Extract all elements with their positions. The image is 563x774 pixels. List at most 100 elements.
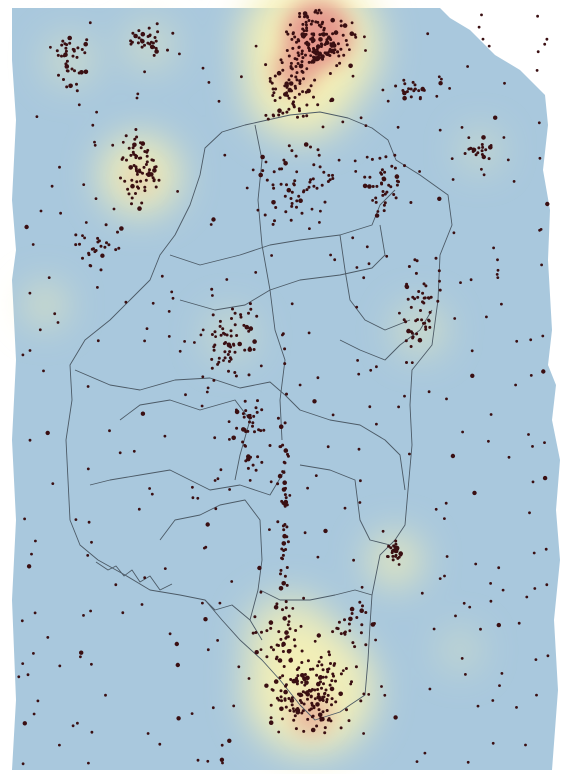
location-point (283, 194, 287, 198)
location-point (282, 480, 288, 486)
location-point (232, 704, 236, 708)
location-point (231, 307, 234, 311)
location-point (17, 675, 21, 679)
location-point (207, 81, 211, 84)
location-point (295, 71, 299, 75)
location-point (137, 36, 141, 40)
location-point (227, 359, 231, 363)
location-point (397, 405, 400, 409)
location-point (229, 329, 233, 333)
location-point (282, 549, 286, 552)
location-point (409, 87, 413, 91)
location-point (357, 372, 361, 376)
district-line (119, 399, 251, 481)
location-point (397, 563, 401, 566)
location-point (440, 77, 443, 81)
location-point (268, 77, 272, 80)
location-point (536, 50, 540, 54)
location-point (443, 574, 446, 578)
location-point (295, 682, 299, 686)
location-point (363, 175, 367, 179)
location-point (271, 113, 275, 117)
location-point (55, 49, 59, 53)
location-point (217, 356, 221, 360)
location-point (291, 707, 295, 710)
location-point (214, 507, 218, 511)
location-point (71, 724, 75, 728)
location-point (216, 362, 220, 366)
location-point (279, 182, 283, 186)
location-point (276, 416, 280, 420)
location-point (96, 236, 100, 240)
location-point (461, 430, 464, 434)
location-point (344, 39, 348, 42)
location-point (203, 617, 208, 622)
location-point (298, 692, 303, 698)
location-point (325, 38, 329, 42)
location-point (305, 29, 309, 32)
location-point (417, 337, 423, 343)
location-point (471, 147, 475, 151)
location-point (391, 554, 395, 558)
location-point (503, 81, 506, 85)
location-point (463, 152, 467, 155)
location-point (287, 144, 291, 148)
location-point (223, 356, 227, 360)
district-line (204, 599, 263, 641)
location-point (317, 696, 321, 700)
location-point (545, 37, 549, 41)
location-point (233, 311, 237, 315)
location-point (359, 699, 363, 703)
location-point (273, 219, 276, 223)
location-point (56, 321, 60, 324)
location-point (479, 627, 482, 631)
location-point (75, 89, 79, 93)
location-point (348, 616, 353, 622)
location-point (275, 643, 279, 647)
location-point (474, 562, 478, 566)
location-point (371, 185, 375, 188)
location-point (85, 38, 89, 42)
location-point (228, 488, 232, 491)
location-point (264, 63, 268, 67)
location-point (226, 353, 230, 356)
location-point (309, 667, 312, 671)
location-point (257, 565, 262, 571)
location-point (206, 386, 210, 390)
location-point (312, 163, 316, 167)
location-point (279, 58, 283, 62)
location-point (427, 318, 431, 322)
location-point (290, 204, 294, 208)
location-point (409, 305, 413, 309)
district-line (179, 289, 286, 441)
location-point (459, 281, 462, 284)
location-point (269, 626, 273, 630)
location-point (320, 54, 325, 59)
location-point (290, 202, 294, 205)
location-point (337, 620, 341, 624)
location-point (282, 665, 286, 668)
location-point (268, 444, 272, 447)
location-point (314, 474, 318, 477)
location-point (303, 15, 306, 19)
location-point (254, 650, 259, 655)
location-point (74, 243, 78, 247)
location-point (327, 667, 331, 671)
location-point (309, 54, 313, 57)
location-point (62, 78, 65, 81)
district-line (74, 369, 286, 396)
location-point (145, 154, 149, 158)
location-point (328, 72, 332, 75)
location-point (362, 732, 365, 735)
location-point (280, 699, 283, 703)
location-point (150, 46, 154, 49)
location-point (251, 631, 255, 635)
district-line (339, 234, 411, 331)
location-point (213, 479, 217, 482)
location-point (413, 83, 417, 87)
location-point (151, 41, 155, 45)
location-point (288, 709, 292, 713)
location-point (297, 54, 301, 57)
